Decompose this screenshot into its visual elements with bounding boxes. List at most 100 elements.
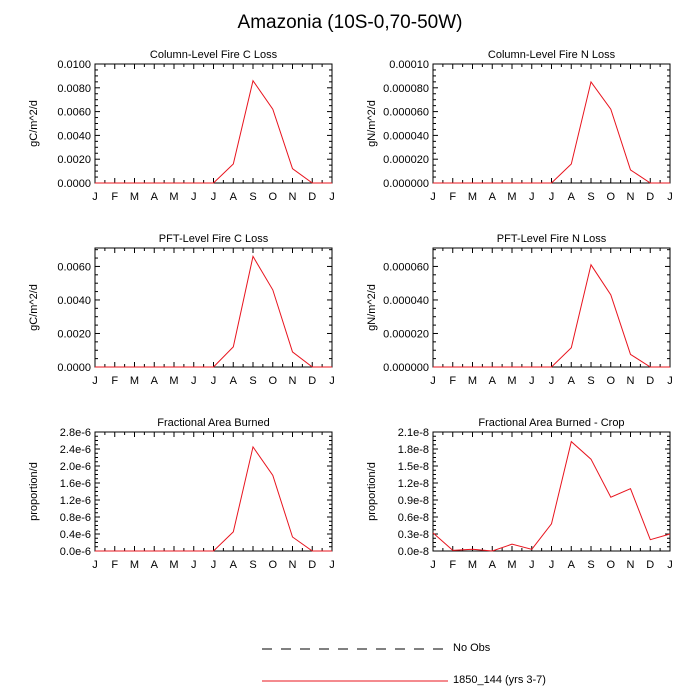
data-point <box>511 182 512 183</box>
data-point <box>233 163 234 164</box>
data-point <box>669 182 670 183</box>
x-tick-label: J <box>667 375 673 387</box>
data-point <box>233 346 234 347</box>
y-tick-label: 0.000020 <box>383 154 429 166</box>
data-point <box>213 366 214 367</box>
x-tick-label: A <box>151 375 159 387</box>
x-tick-label: M <box>507 375 516 387</box>
x-tick-label: J <box>529 559 535 571</box>
data-point <box>252 80 253 81</box>
data-point <box>272 109 273 110</box>
x-tick-label: D <box>308 191 316 203</box>
figure-title: Amazonia (10S-0,70-50W) <box>237 12 463 33</box>
y-tick-label: 2.8e-6 <box>60 427 91 439</box>
x-tick-label: F <box>111 559 118 571</box>
data-point <box>669 366 670 367</box>
y-tick-label: 0.0020 <box>57 328 91 340</box>
chart-title: PFT-Level Fire N Loss <box>497 233 607 245</box>
data-point <box>94 182 95 183</box>
x-tick-label: M <box>169 375 178 387</box>
x-tick-label: D <box>646 375 654 387</box>
x-tick-label: S <box>587 559 594 571</box>
data-point <box>173 182 174 183</box>
data-point <box>452 182 453 183</box>
chart-title: Fractional Area Burned <box>157 417 270 429</box>
chart-panel-6: Fractional Area Burned - Crop proportion/… <box>366 417 673 571</box>
x-tick-label: J <box>549 191 555 203</box>
x-tick-label: M <box>468 559 477 571</box>
x-tick-label: J <box>667 559 673 571</box>
plot-frame <box>432 247 671 368</box>
y-tick-label: 2.0e-6 <box>60 461 91 473</box>
data-point <box>331 550 332 551</box>
y-tick-label: 1.6e-6 <box>60 478 91 490</box>
x-tick-label: J <box>529 375 535 387</box>
y-tick-label: 1.8e-8 <box>398 444 429 456</box>
plot-frame <box>94 63 333 184</box>
x-tick-label: M <box>507 559 516 571</box>
x-tick-label: A <box>489 375 497 387</box>
plot-frame <box>432 431 671 552</box>
y-axis-label: proportion/d <box>366 462 378 521</box>
x-tick-label: J <box>549 375 555 387</box>
chart-title: Column-Level Fire N Loss <box>488 49 616 61</box>
series-line <box>433 263 670 368</box>
x-tick-label: D <box>308 559 316 571</box>
x-tick-label: O <box>606 375 615 387</box>
y-tick-label: 0.00010 <box>389 59 429 71</box>
data-point <box>492 182 493 183</box>
x-tick-label: A <box>230 375 238 387</box>
x-tick-label: F <box>449 191 456 203</box>
data-point <box>669 533 670 534</box>
data-point <box>331 366 332 367</box>
x-tick-label: J <box>549 559 555 571</box>
y-tick-label: 0.0060 <box>57 107 91 119</box>
series-line <box>95 255 332 368</box>
x-tick-label: D <box>646 191 654 203</box>
y-tick-label: 0.0000 <box>57 362 91 374</box>
x-tick-label: J <box>211 191 217 203</box>
data-point <box>213 550 214 551</box>
data-point <box>193 366 194 367</box>
data-point <box>114 550 115 551</box>
x-tick-label: J <box>191 191 197 203</box>
x-tick-label: A <box>230 191 238 203</box>
x-tick-label: N <box>627 375 635 387</box>
y-tick-label: 0.0040 <box>57 295 91 307</box>
plot-frame <box>94 247 333 368</box>
data-point <box>472 549 473 550</box>
data-point <box>571 441 572 442</box>
data-point <box>193 182 194 183</box>
x-tick-label: M <box>468 375 477 387</box>
x-tick-label: M <box>507 191 516 203</box>
y-tick-label: 1.2e-8 <box>398 478 429 490</box>
y-tick-label: 2.1e-8 <box>398 427 429 439</box>
chart-title: PFT-Level Fire C Loss <box>159 233 269 245</box>
x-tick-label: J <box>92 375 98 387</box>
x-tick-label: J <box>430 191 436 203</box>
x-tick-label: O <box>606 559 615 571</box>
data-point <box>252 446 253 447</box>
y-tick-label: 0.0e-8 <box>398 546 429 558</box>
x-tick-label: F <box>111 191 118 203</box>
y-tick-label: 0.000020 <box>383 328 429 340</box>
data-point <box>571 347 572 348</box>
y-tick-label: 0.000060 <box>383 261 429 273</box>
x-tick-label: S <box>249 375 256 387</box>
data-point <box>551 366 552 367</box>
x-tick-label: S <box>249 559 256 571</box>
data-point <box>571 163 572 164</box>
x-tick-label: N <box>289 375 297 387</box>
x-tick-label: J <box>329 375 335 387</box>
y-tick-label: 0.000040 <box>383 130 429 142</box>
data-point <box>650 182 651 183</box>
y-tick-label: 0.0040 <box>57 130 91 142</box>
plot-frame <box>94 431 333 552</box>
x-tick-label: J <box>191 375 197 387</box>
data-point <box>114 366 115 367</box>
x-tick-label: J <box>92 559 98 571</box>
data-point <box>312 182 313 183</box>
data-point <box>292 168 293 169</box>
